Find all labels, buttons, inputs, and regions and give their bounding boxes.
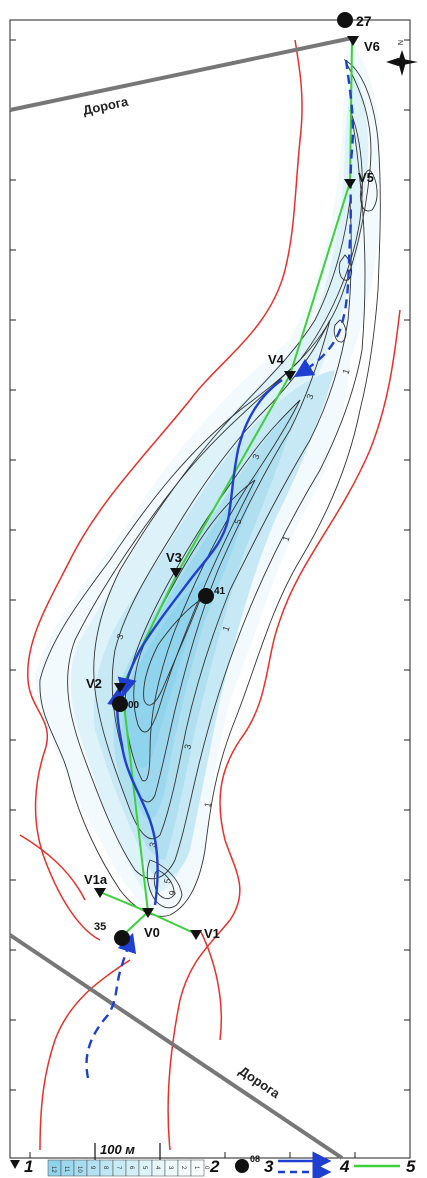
legend: 1 12 11 10 9 8 7 6 5 4 3 2 1 0 [10, 1151, 416, 1178]
well-dot-27 [337, 12, 353, 28]
legend-scale-tick: 7 [115, 1166, 121, 1170]
station-marker-v1 [190, 930, 202, 940]
road-north [9, 36, 353, 112]
legend-well-icon [235, 1159, 249, 1173]
legend-scale-tick: 8 [102, 1166, 108, 1170]
legend-number-1: 1 [24, 1157, 33, 1176]
legend-number-5: 5 [406, 1157, 416, 1176]
scale-bar-label: 100 м [100, 1142, 135, 1157]
station-label-v5: V5 [358, 170, 374, 185]
station-label-v4: V4 [268, 352, 285, 367]
legend-scale-tick: 6 [128, 1166, 134, 1170]
legend-scale-tick: 12 [50, 1166, 56, 1173]
station-marker-v1a [94, 888, 106, 898]
contour-label: 3 [304, 393, 315, 401]
station-label-v6: V6 [364, 39, 380, 54]
contour-label: 1 [220, 625, 231, 633]
contour-label: 9 [167, 890, 178, 897]
contour-label: 1 [280, 535, 291, 543]
shoreline-outline [19, 39, 401, 1151]
contour-label: 5 [232, 518, 243, 526]
wells: 27 41 00 35 [94, 12, 372, 946]
station-marker-v2 [114, 683, 126, 693]
well-label-35: 35 [94, 921, 106, 933]
well-label-27: 27 [356, 13, 372, 29]
contour-label: 3 [114, 633, 125, 641]
station-label-v0: V0 [144, 925, 160, 940]
contour-label: 3 [182, 743, 193, 750]
station-marker-v6 [347, 36, 359, 46]
road-south [8, 933, 344, 1160]
legend-well-sample-label: 08 [250, 1154, 260, 1164]
legend-number-2: 2 [209, 1157, 220, 1176]
legend-scale-tick: 3 [167, 1166, 173, 1170]
legend-number-3: 3 [264, 1157, 274, 1176]
legend-scale-tick: 10 [76, 1166, 82, 1173]
contour-label: 5 [162, 878, 173, 885]
station-label-v3: V3 [166, 550, 182, 565]
legend-scale-tick: 11 [63, 1166, 69, 1173]
north-arrow-label: N [396, 40, 403, 45]
legend-scale-tick: 5 [141, 1166, 147, 1170]
station-label-v1: V1 [204, 926, 220, 941]
well-label-00: 00 [128, 700, 140, 711]
flow-solid-upper [117, 379, 283, 698]
legend-scale-tick: 2 [180, 1166, 186, 1170]
flow-solid-lower [107, 686, 159, 906]
well-dot-35 [114, 930, 130, 946]
flow-dashed-north [293, 59, 355, 378]
station-marker-v5 [344, 179, 356, 189]
legend-depth-scale: 12 11 10 9 8 7 6 5 4 3 2 1 0 [47, 1159, 209, 1177]
legend-station-icon [10, 1160, 20, 1169]
flow-dashed-south [85, 932, 137, 1079]
station-labels: V6 V5 V4 V3 V2 V1a V0 V1 [84, 39, 380, 941]
north-arrow-icon: N [386, 40, 418, 76]
well-dot-00 [112, 696, 128, 712]
well-label-41: 41 [214, 586, 226, 597]
profile-branch-v1a [99, 891, 149, 913]
contour-labels: 1 3 3 5 1 1 3 3 1 3 5 9 [114, 368, 351, 897]
contour-label: 3 [250, 453, 261, 461]
legend-scale-tick: 1 [193, 1166, 199, 1170]
profile-branch-v1 [147, 911, 197, 935]
flow-lines [85, 59, 355, 1079]
station-marker-v4 [284, 371, 296, 381]
station-marker-v0 [142, 908, 154, 918]
legend-scale-tick: 4 [154, 1166, 160, 1170]
stations [94, 36, 359, 940]
contour-label: 1 [202, 801, 213, 808]
legend-scale-tick: 0 [203, 1166, 209, 1170]
well-dot-41 [198, 588, 214, 604]
contour-label: 3 [147, 841, 158, 848]
station-marker-v3 [170, 568, 182, 578]
legend-scale-tick: 9 [89, 1166, 95, 1170]
station-label-v2: V2 [86, 676, 102, 691]
legend-number-4: 4 [339, 1157, 350, 1176]
contour-label: 1 [340, 368, 351, 376]
station-label-v1a: V1a [84, 872, 108, 887]
scale-bar: 100 м [94, 1142, 161, 1160]
